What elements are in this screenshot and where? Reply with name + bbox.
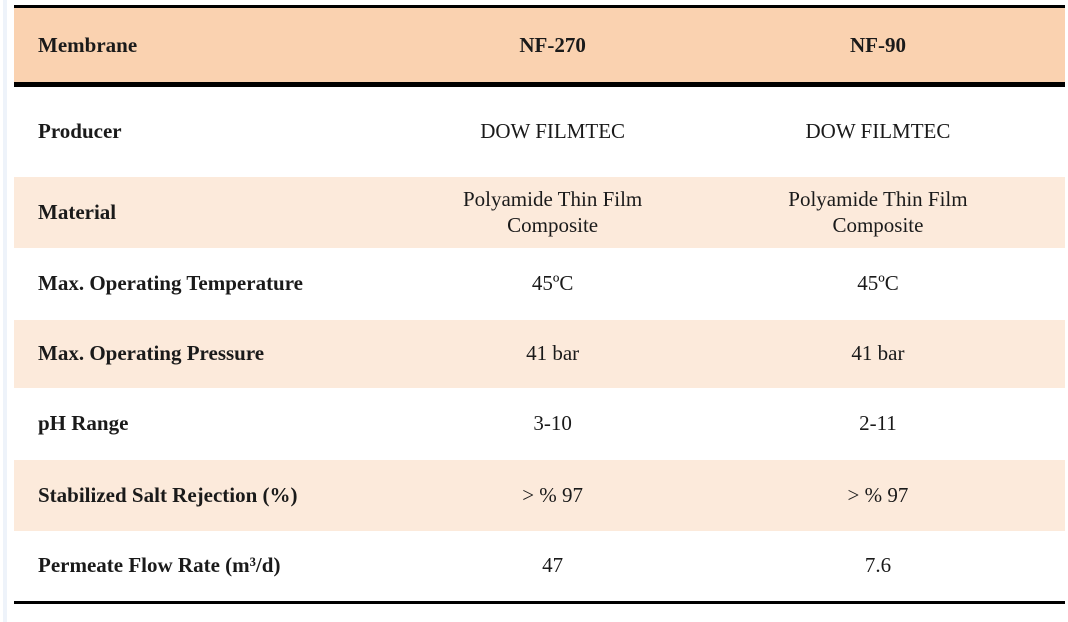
row-label-ph-range: pH Range: [38, 411, 129, 435]
row-label-producer: Producer: [38, 119, 122, 144]
cell-producer-nf90: DOW FILMTEC: [805, 119, 951, 144]
cell-flow-rate-nf270: 47: [542, 553, 564, 578]
table-row-producer: Producer DOW FILMTEC DOW FILMTEC: [14, 84, 1065, 177]
row-label-material: Material: [38, 199, 117, 224]
table-row-max-operating-temperature: Max. Operating Temperature 45ºC 45ºC: [14, 247, 1065, 320]
material-text: Polyamide Thin Film Composite: [462, 187, 643, 237]
column-header-nf90: NF-90: [849, 32, 906, 57]
table-row-stabilized-salt-rejection: Stabilized Salt Rejection (%) > % 97 > %…: [14, 459, 1065, 531]
cell-salt-rejection-nf270: > % 97: [522, 482, 584, 507]
cell-material-nf270: Polyamide Thin Film Composite: [392, 177, 713, 248]
row-label-max-operating-temperature: Max. Operating Temperature: [38, 271, 304, 295]
scan-artifact-line: [3, 0, 7, 622]
row-label-permeate-flow-rate: Permeate Flow Rate (m³/d): [38, 553, 281, 578]
cell-ph-nf270: 3-10: [533, 411, 572, 435]
membrane-comparison-table: Membrane NF-270 NF-90 Producer DOW FILMT…: [14, 5, 1065, 604]
cell-ph-nf90: 2-11: [859, 411, 897, 435]
cell-producer-nf270: DOW FILMTEC: [480, 119, 626, 144]
table-row-ph-range: pH Range 3-10 2-11: [14, 387, 1065, 460]
cell-temperature-nf90: 45ºC: [857, 271, 899, 295]
table-row-max-operating-pressure: Max. Operating Pressure 41 bar 41 bar: [14, 319, 1065, 388]
material-text: Polyamide Thin Film Composite: [788, 187, 968, 237]
table-row-permeate-flow-rate: Permeate Flow Rate (m³/d) 47 7.6: [14, 530, 1065, 603]
cell-temperature-nf270: 45ºC: [531, 271, 574, 295]
cell-pressure-nf270: 41 bar: [526, 341, 580, 365]
column-header-nf270: NF-270: [519, 32, 586, 57]
cell-salt-rejection-nf90: > % 97: [847, 482, 909, 507]
column-header-membrane: Membrane: [38, 32, 138, 57]
table-row-material: Material Polyamide Thin Film Composite P…: [14, 176, 1065, 248]
cell-pressure-nf90: 41 bar: [851, 341, 905, 365]
cell-flow-rate-nf90: 7.6: [864, 553, 892, 578]
table-header-row: Membrane NF-270 NF-90: [14, 6, 1065, 85]
cell-material-nf90: Polyamide Thin Film Composite: [713, 177, 1065, 248]
row-label-stabilized-salt-rejection: Stabilized Salt Rejection (%): [38, 482, 298, 507]
row-label-max-operating-pressure: Max. Operating Pressure: [38, 341, 265, 365]
